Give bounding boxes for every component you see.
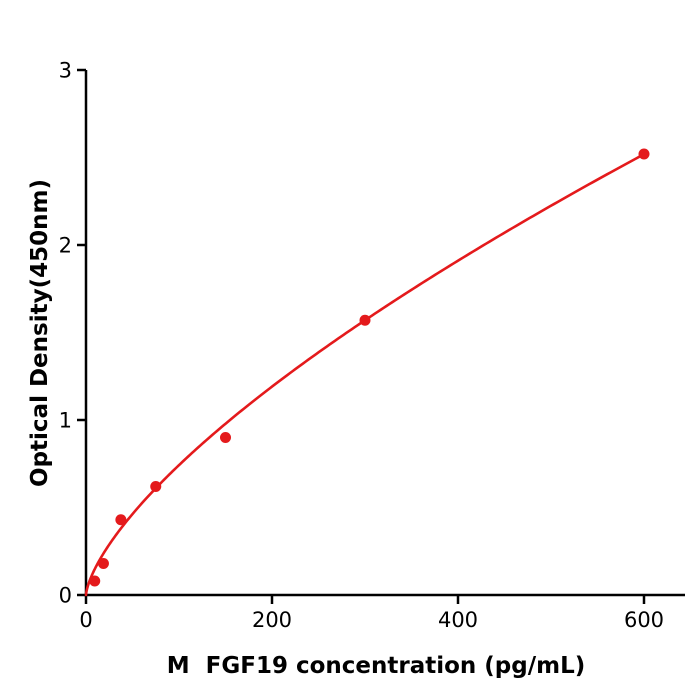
x-tick-label: 200 [252,608,292,632]
x-tick-label: 0 [79,608,92,632]
fit-curve [84,152,646,597]
x-axis-label: M FGF19 concentration (pg/mL) [166,653,586,679]
x-tick-label: 600 [624,608,664,632]
y-tick-label: 3 [59,59,72,83]
y-tick-label: 1 [59,409,72,433]
y-tick-label: 0 [59,584,72,608]
data-point [89,575,101,587]
data-point [115,514,127,526]
data-point [97,558,109,569]
x-tick-label: 400 [438,608,478,632]
y-tick-label: 2 [59,234,72,258]
data-point [359,314,371,326]
data-point [220,432,231,443]
data-point [638,148,650,160]
data-point [150,481,162,492]
y-axis-label: Optical Density(450nm) [27,179,53,487]
